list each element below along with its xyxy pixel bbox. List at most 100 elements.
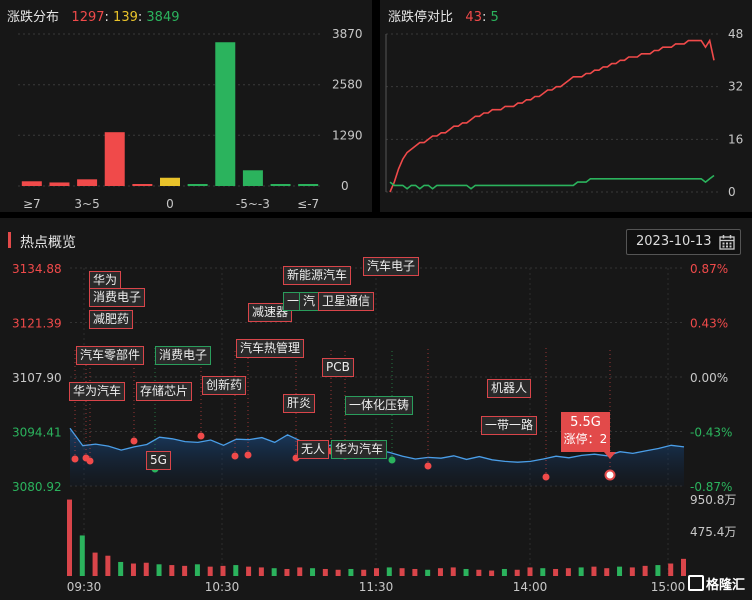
volume-bar (335, 569, 341, 576)
volume-bar (220, 565, 226, 576)
topic-tag[interactable]: 华为汽车 (331, 440, 388, 459)
bubble-pointer (604, 452, 616, 459)
volume-bar (437, 568, 443, 576)
x-tick-label: 0 (166, 197, 174, 211)
limit-up-count: 43 (465, 10, 482, 25)
volume-bar (207, 566, 213, 576)
title-accent (8, 232, 11, 248)
sep1: : (104, 10, 109, 25)
topic-tag[interactable]: 汽车电子 (363, 257, 420, 276)
event-dot (71, 455, 79, 463)
topic-tag[interactable]: 消费电子 (155, 346, 212, 365)
y-tick-label: 0 (728, 185, 736, 199)
volume-bar (604, 568, 610, 576)
y-tick-label: 48 (728, 27, 743, 41)
bar (104, 132, 125, 186)
limit-down-count: 5 (490, 10, 499, 25)
bar (215, 42, 236, 186)
distribution-title: 涨跌分布 (7, 10, 60, 25)
date-picker[interactable]: 2023-10-13 (626, 229, 741, 255)
bar (298, 184, 319, 186)
time-tick-label: 11:30 (359, 580, 394, 594)
topic-tag[interactable]: PCB (322, 358, 354, 377)
distribution-panel: 涨跌分布 1297: 139: 3849 3870 2580 1290 0 ≥7 3~5 0… (0, 0, 372, 212)
bar (77, 179, 98, 186)
event-dot (388, 456, 396, 464)
topic-tag[interactable]: 肝炎 (283, 394, 316, 413)
volume-bar (514, 569, 520, 576)
topic-tag[interactable]: 无人 (297, 440, 330, 459)
topic-tag[interactable]: 汽 (299, 292, 320, 311)
volume-bar (425, 569, 431, 576)
highlight-bubble[interactable]: 5.5G 涨停：2 (561, 412, 610, 452)
vol-tick-label: 475.4万 (690, 525, 736, 539)
volume-bar (271, 568, 277, 576)
volume-bar (348, 568, 354, 576)
volume-bar (681, 558, 686, 576)
vol-tick-label: 950.8万 (690, 493, 736, 507)
bar (242, 170, 263, 186)
distribution-header: 涨跌分布 1297: 139: 3849 (7, 6, 180, 25)
sep2: : (137, 10, 143, 25)
volume-bar (489, 570, 495, 576)
volume-bar (322, 568, 328, 576)
topic-tag[interactable]: 新能源汽车 (283, 266, 352, 285)
volume-bar (578, 567, 584, 576)
topic-tag[interactable]: 汽车热管理 (236, 339, 305, 358)
bar (187, 184, 208, 186)
topic-tag[interactable]: 汽车零部件 (76, 346, 145, 365)
bar (160, 177, 180, 186)
topic-tag[interactable]: 卫星通信 (318, 292, 375, 311)
up-count: 1297 (71, 10, 105, 25)
volume-bar (182, 565, 188, 576)
series-line (389, 174, 715, 190)
pct-tick-label: -0.87% (690, 480, 732, 494)
calendar-icon[interactable] (719, 234, 735, 250)
volume-bar (361, 569, 367, 576)
bar (21, 181, 42, 186)
event-dot (244, 451, 252, 459)
topic-tag[interactable]: 存储芯片 (136, 382, 193, 401)
price-tick-label: 3134.88 (12, 262, 62, 276)
volume-bar (655, 565, 661, 576)
bar (270, 184, 291, 186)
topic-tag[interactable]: 消费电子 (89, 288, 146, 307)
topic-tag[interactable]: 减速器 (248, 303, 293, 322)
topic-tag[interactable]: 5G (146, 451, 171, 470)
topic-tag[interactable]: 机器人 (487, 379, 532, 398)
date-value: 2023-10-13 (636, 234, 712, 249)
event-dot (130, 437, 138, 445)
volume-bar (386, 567, 392, 576)
topic-tag[interactable]: 一带一路 (481, 416, 538, 435)
volume-bar (310, 568, 316, 576)
volume-bar (118, 561, 124, 576)
volume-bar (233, 565, 239, 576)
x-tick-label: -5~-3 (236, 197, 270, 211)
volume-bar (297, 567, 303, 576)
volume-bar (130, 563, 136, 576)
volume-bar (450, 567, 456, 576)
topic-tag[interactable]: 一 (283, 292, 304, 311)
volume-bar (105, 555, 111, 576)
y-tick-label: 32 (728, 80, 743, 94)
series-line (389, 38, 715, 193)
limit-panel: 涨跌停对比 43: 5 48 32 16 0 (380, 0, 752, 212)
hot-title: 热点概览 (20, 235, 76, 251)
price-tick-label: 3094.41 (12, 426, 62, 440)
pct-tick-label: 0.43% (690, 317, 728, 331)
volume-bar (527, 567, 533, 576)
topic-tag[interactable]: 减肥药 (89, 310, 134, 329)
volume-bar (374, 568, 379, 576)
x-tick-label: ≤-7 (297, 197, 319, 211)
topic-tag[interactable]: 一体化压铸 (345, 396, 414, 415)
topic-tag[interactable]: 华为汽车 (69, 382, 126, 401)
volume-bar (194, 564, 200, 576)
y-tick-label: 16 (728, 132, 743, 146)
price-tick-label: 3080.92 (12, 480, 62, 494)
volume-bar (284, 568, 290, 576)
topic-tag[interactable]: 创新药 (202, 376, 247, 395)
event-dot (424, 462, 432, 470)
limit-chart: 48 32 16 0 (385, 27, 743, 199)
watermark-text: 格隆汇 (706, 578, 746, 593)
volume-bar (476, 569, 482, 576)
